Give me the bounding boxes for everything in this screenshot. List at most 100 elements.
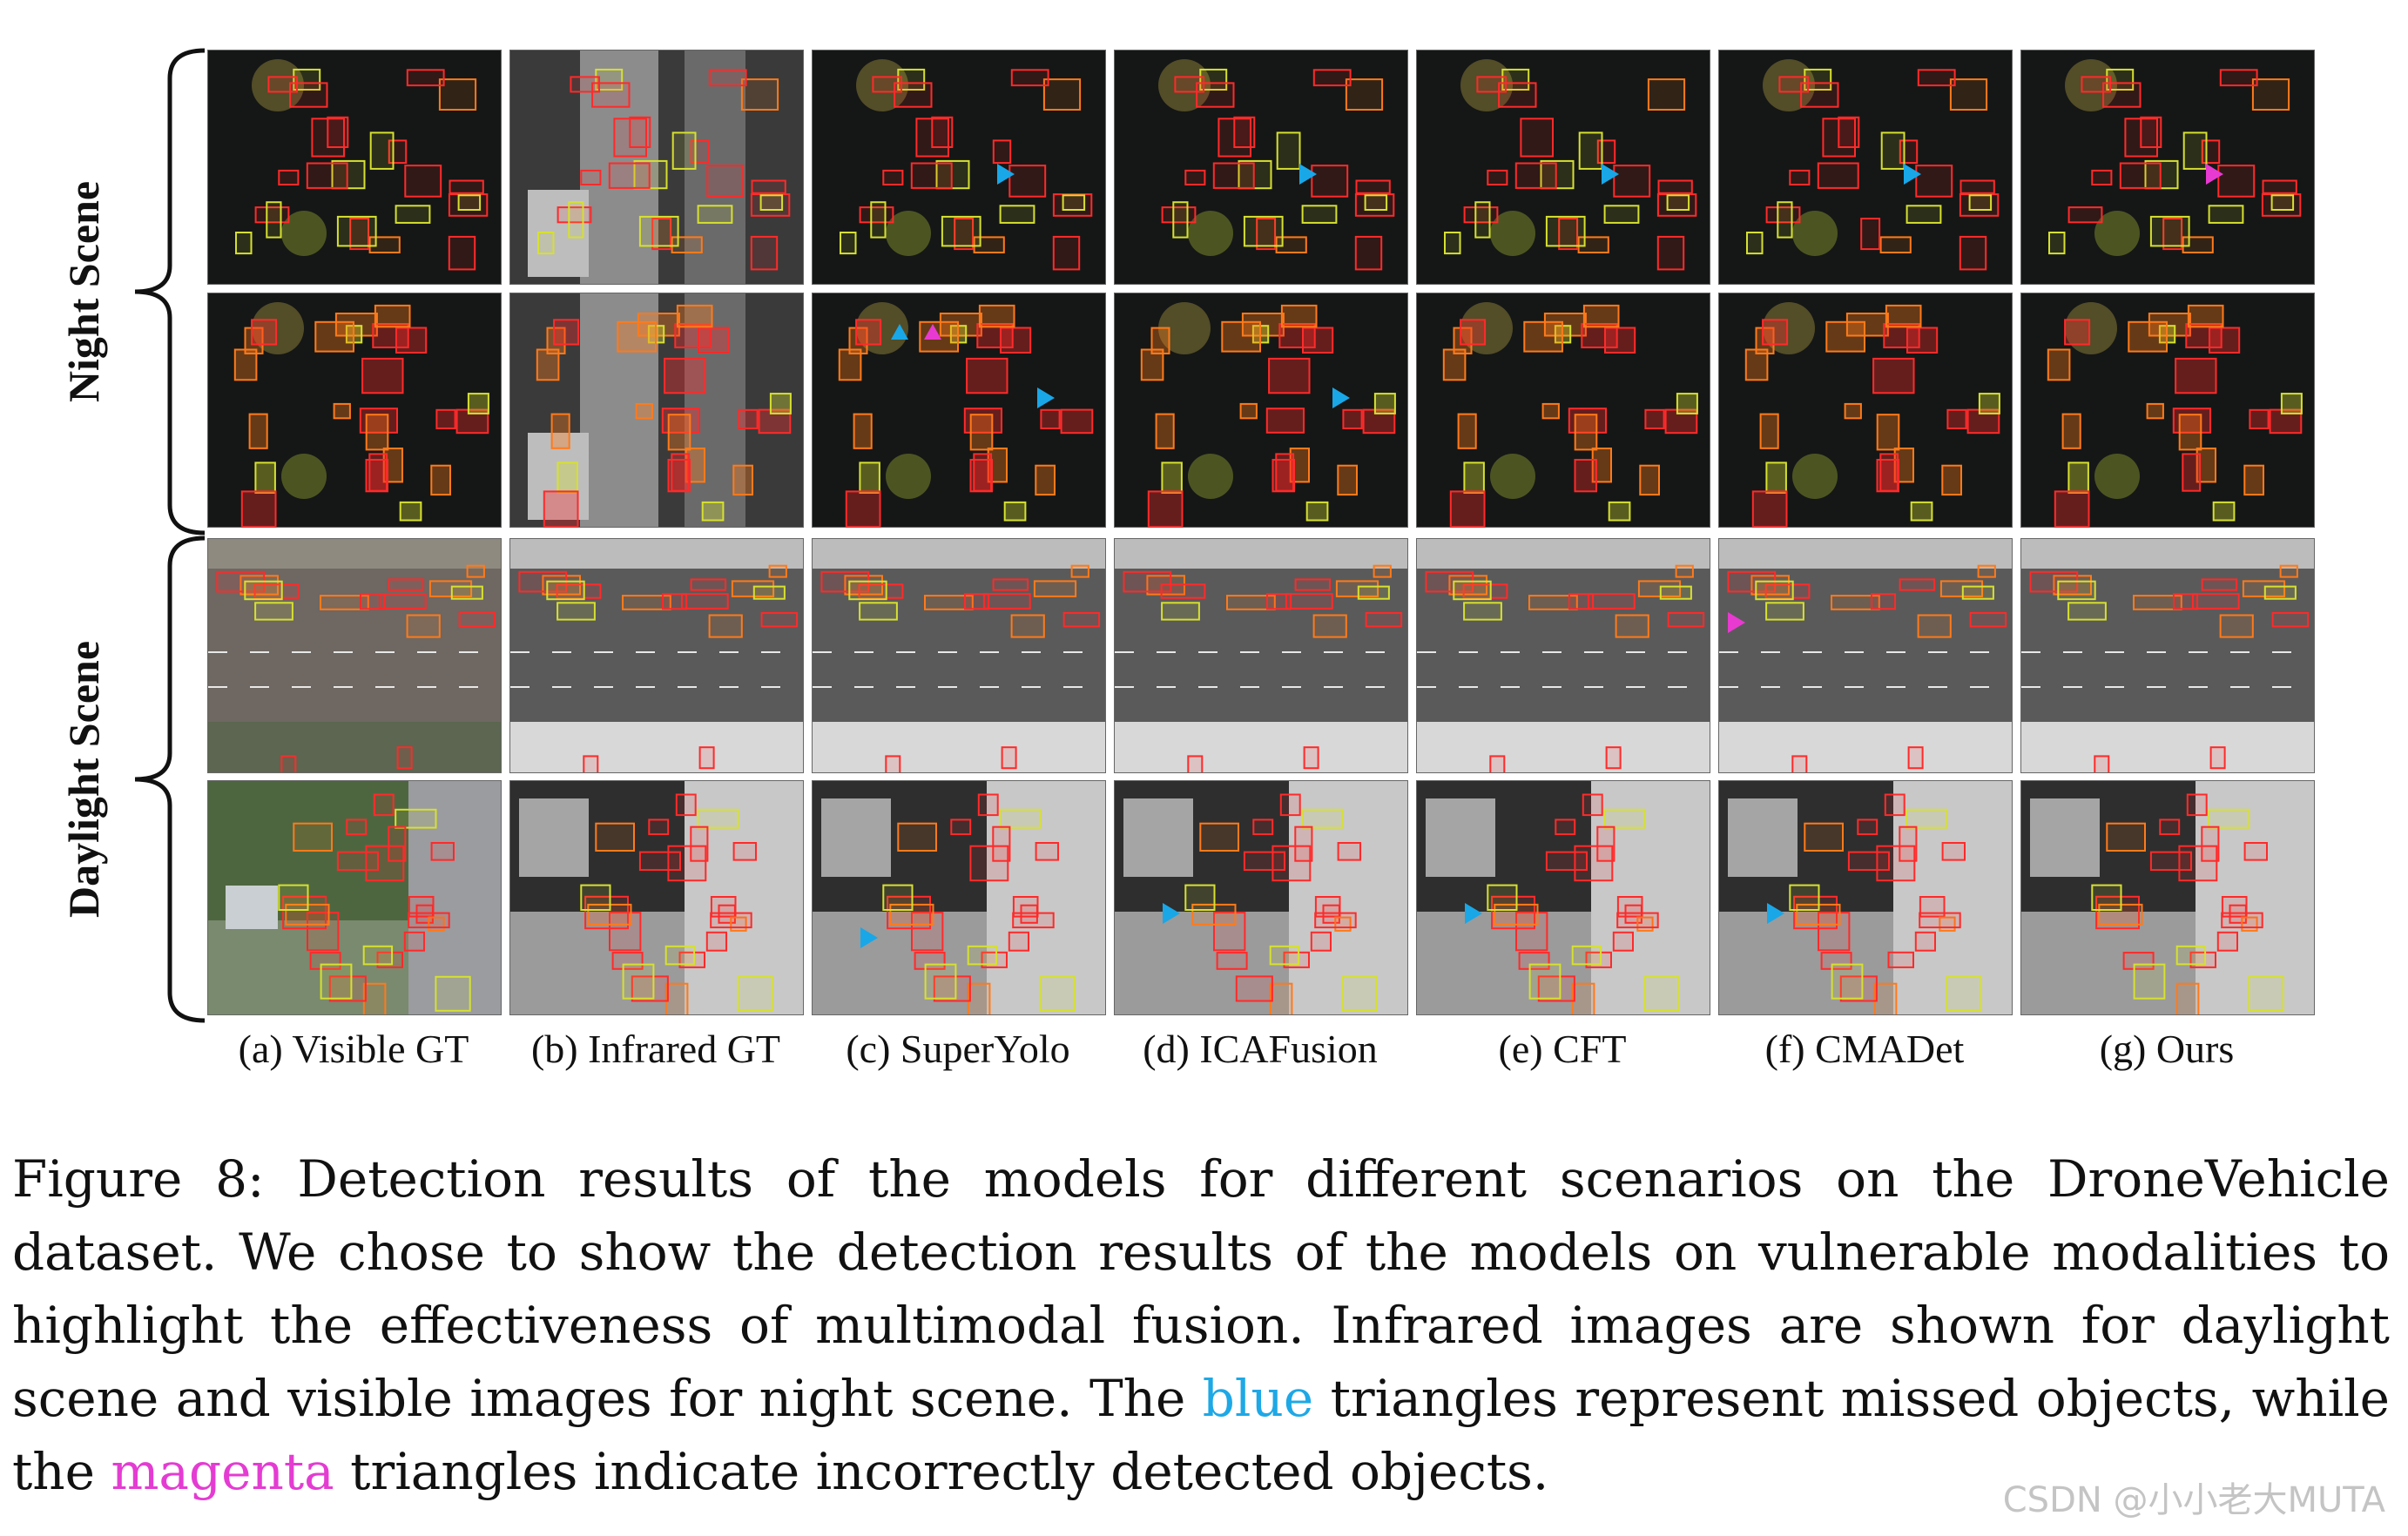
detection-box xyxy=(966,357,1008,394)
detection-box xyxy=(1487,169,1508,185)
detection-box xyxy=(1528,963,1561,1000)
detection-box xyxy=(738,408,759,430)
detection-box xyxy=(897,822,938,852)
result-image xyxy=(812,780,1106,1015)
detection-box xyxy=(1751,490,1788,527)
detection-box xyxy=(635,402,653,420)
detection-box xyxy=(1216,952,1248,970)
detection-box xyxy=(859,461,880,494)
detection-box xyxy=(1839,975,1878,1002)
detection-box xyxy=(2219,69,2258,87)
detection-box xyxy=(368,453,388,492)
detection-box xyxy=(680,593,729,610)
detection-box xyxy=(1591,448,1612,483)
detection-box xyxy=(622,595,671,610)
detection-box xyxy=(293,822,334,852)
detection-box xyxy=(235,232,253,255)
detection-box xyxy=(1008,165,1047,198)
detection-box xyxy=(556,602,596,621)
detection-box xyxy=(583,755,599,772)
detection-box xyxy=(882,169,904,185)
detection-box xyxy=(1615,614,1649,638)
detection-box xyxy=(1335,580,1379,597)
detection-box xyxy=(349,218,370,251)
detection-box xyxy=(1804,68,1832,91)
detection-box xyxy=(1644,408,1665,430)
missed-triangle-icon xyxy=(1465,903,1482,924)
detection-box xyxy=(1345,78,1384,111)
false-triangle-icon xyxy=(1728,612,1745,633)
detection-box xyxy=(1301,205,1338,224)
detection-box xyxy=(2054,490,2090,527)
daylight-scene-text: Daylight Scene xyxy=(59,640,109,919)
detection-box xyxy=(368,236,401,253)
detection-box xyxy=(1060,408,1094,435)
detection-box xyxy=(651,218,672,251)
detection-box xyxy=(1184,884,1216,911)
detection-box xyxy=(1873,982,1898,1014)
detection-box xyxy=(580,884,611,911)
detection-box xyxy=(855,319,882,346)
detection-box xyxy=(1000,327,1032,354)
detection-box xyxy=(617,320,658,353)
detection-box xyxy=(910,162,953,189)
detection-box xyxy=(2091,884,2122,911)
detection-box xyxy=(671,131,697,170)
detection-box xyxy=(969,845,1009,882)
detection-box xyxy=(708,614,743,638)
detection-box xyxy=(1033,580,1077,597)
detection-box xyxy=(987,448,1008,483)
result-image xyxy=(1718,538,2013,773)
detection-box xyxy=(591,82,631,108)
detection-box xyxy=(999,808,1042,829)
detection-box xyxy=(1959,235,1987,271)
detection-box xyxy=(2279,564,2298,578)
detection-box xyxy=(1489,755,1506,772)
daylight-brace xyxy=(134,536,206,1023)
detection-box xyxy=(2243,842,2269,861)
detection-box xyxy=(428,580,473,597)
detection-box xyxy=(1915,165,1953,198)
detection-box xyxy=(1917,69,1956,87)
detection-box xyxy=(1042,78,1082,111)
detection-box xyxy=(1871,593,1897,610)
detection-box xyxy=(1939,580,1984,597)
detection-box xyxy=(282,895,327,930)
detection-box xyxy=(1275,236,1307,253)
detection-box xyxy=(760,611,799,628)
detection-box xyxy=(266,201,282,239)
detection-box xyxy=(1528,595,1578,610)
detection-box xyxy=(1155,413,1175,449)
missed-triangle-icon xyxy=(1299,164,1317,185)
detection-box xyxy=(1755,580,1794,601)
detection-box xyxy=(1969,611,2007,628)
detection-box xyxy=(1453,580,1492,601)
result-image xyxy=(1114,293,1408,528)
detection-box xyxy=(2149,215,2190,247)
missed-triangle-icon xyxy=(1602,164,1619,185)
detection-box xyxy=(697,808,739,829)
detection-box xyxy=(333,402,351,420)
detection-box xyxy=(710,896,737,918)
detection-box xyxy=(2182,236,2214,253)
detection-box xyxy=(438,78,477,111)
missed-triangle-icon xyxy=(860,927,878,948)
detection-box xyxy=(1269,982,1293,1014)
detection-box xyxy=(2048,232,2066,255)
detection-box xyxy=(404,165,442,198)
detection-box xyxy=(1239,402,1258,420)
detection-box xyxy=(1039,975,1076,1012)
detection-box xyxy=(1804,822,1845,852)
detection-box xyxy=(662,593,688,610)
detection-box xyxy=(1746,232,1764,255)
night-scene-label: Night Scene xyxy=(57,48,110,536)
detection-box xyxy=(1885,304,1922,328)
detection-box xyxy=(769,393,792,414)
detection-box xyxy=(2178,414,2202,451)
detection-box xyxy=(1657,179,1693,194)
detection-box xyxy=(430,842,455,861)
detection-box xyxy=(894,82,933,108)
detection-box xyxy=(1555,819,1576,836)
detection-box xyxy=(1280,304,1318,328)
detection-box xyxy=(1568,593,1595,610)
